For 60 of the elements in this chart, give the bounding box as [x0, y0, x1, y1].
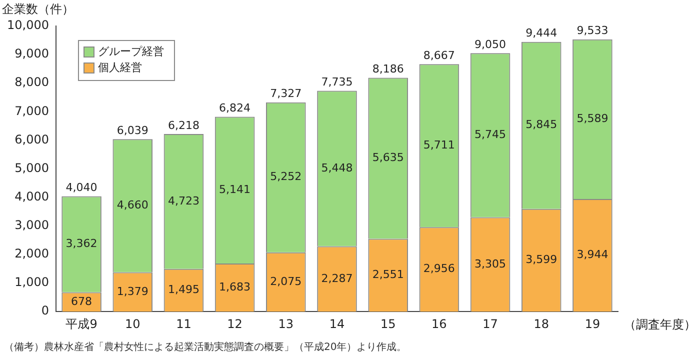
data-label: 4,723 [168, 194, 200, 208]
data-label: 5,252 [270, 170, 302, 184]
total-label: 8,186 [372, 62, 404, 76]
x-tick-label: 18 [534, 316, 550, 331]
total-label: 8,667 [423, 48, 455, 62]
data-label: 3,305 [474, 257, 506, 270]
y-tick-label: 8,000 [14, 75, 49, 90]
data-label: 4,660 [116, 198, 148, 212]
x-tick-label: 15 [380, 316, 396, 331]
x-axis-title: （調査年度） [624, 318, 696, 332]
total-label: 4,040 [66, 181, 98, 194]
x-tick-label: 13 [278, 316, 294, 331]
x-tick-label: 10 [124, 316, 140, 331]
text: （備考）農林水産省「農村女性による起業活動実態調査の概要」（平成20年）より作成。 [4, 340, 408, 354]
y-tick-label: 10,000 [6, 18, 49, 32]
x-tick-label: 12 [227, 316, 242, 331]
data-label: 5,448 [321, 161, 353, 174]
x-tick-label: 14 [329, 316, 345, 331]
y-tick-label: 9,000 [14, 46, 49, 61]
data-label: 1,683 [219, 280, 251, 294]
y-tick-label: 2,000 [14, 246, 49, 261]
data-label: 5,635 [372, 151, 404, 164]
data-label: 678 [71, 294, 92, 308]
y-tick-label: 1,000 [14, 275, 49, 290]
x-tick-label: 17 [482, 316, 498, 331]
total-label: 7,735 [321, 76, 353, 89]
data-label: 3,944 [576, 248, 608, 262]
y-tick-label: 0 [41, 304, 49, 318]
y-tick-label: 6,000 [14, 132, 49, 146]
data-label: 2,287 [321, 272, 353, 285]
x-tick-label: 19 [584, 316, 600, 331]
y-tick-label: 7,000 [14, 104, 49, 118]
data-label: 1,495 [168, 283, 200, 296]
legend-label: グループ経営 [98, 44, 164, 58]
total-label: 7,327 [270, 87, 302, 100]
data-label: 5,745 [474, 128, 506, 142]
data-label: 2,075 [270, 274, 302, 288]
y-tick-label: 4,000 [14, 189, 49, 204]
total-label: 6,218 [168, 118, 200, 132]
legend-label: 個人経営 [98, 60, 142, 74]
total-label: 9,050 [474, 38, 506, 51]
data-label: 3,362 [66, 237, 98, 250]
data-label: 1,379 [116, 284, 148, 298]
total-label: 6,824 [219, 102, 251, 115]
x-tick-label: 11 [176, 316, 192, 331]
data-label: 2,551 [372, 268, 404, 282]
data-label: 2,956 [423, 262, 455, 276]
total-label: 9,444 [526, 26, 558, 40]
data-label: 5,711 [423, 138, 455, 152]
data-label: 3,599 [526, 253, 558, 266]
y-tick-label: 3,000 [14, 218, 49, 232]
y-axis-title: 企業数（件） [2, 2, 74, 16]
total-label: 9,533 [576, 24, 608, 38]
total-label: 6,039 [116, 124, 148, 137]
x-tick-label: 16 [432, 316, 447, 331]
x-tick-label: 平成9 [66, 316, 98, 331]
data-label: 5,845 [526, 118, 558, 132]
data-label: 5,589 [576, 112, 608, 126]
y-tick-label: 5,000 [14, 160, 49, 175]
data-label: 5,141 [219, 182, 251, 196]
